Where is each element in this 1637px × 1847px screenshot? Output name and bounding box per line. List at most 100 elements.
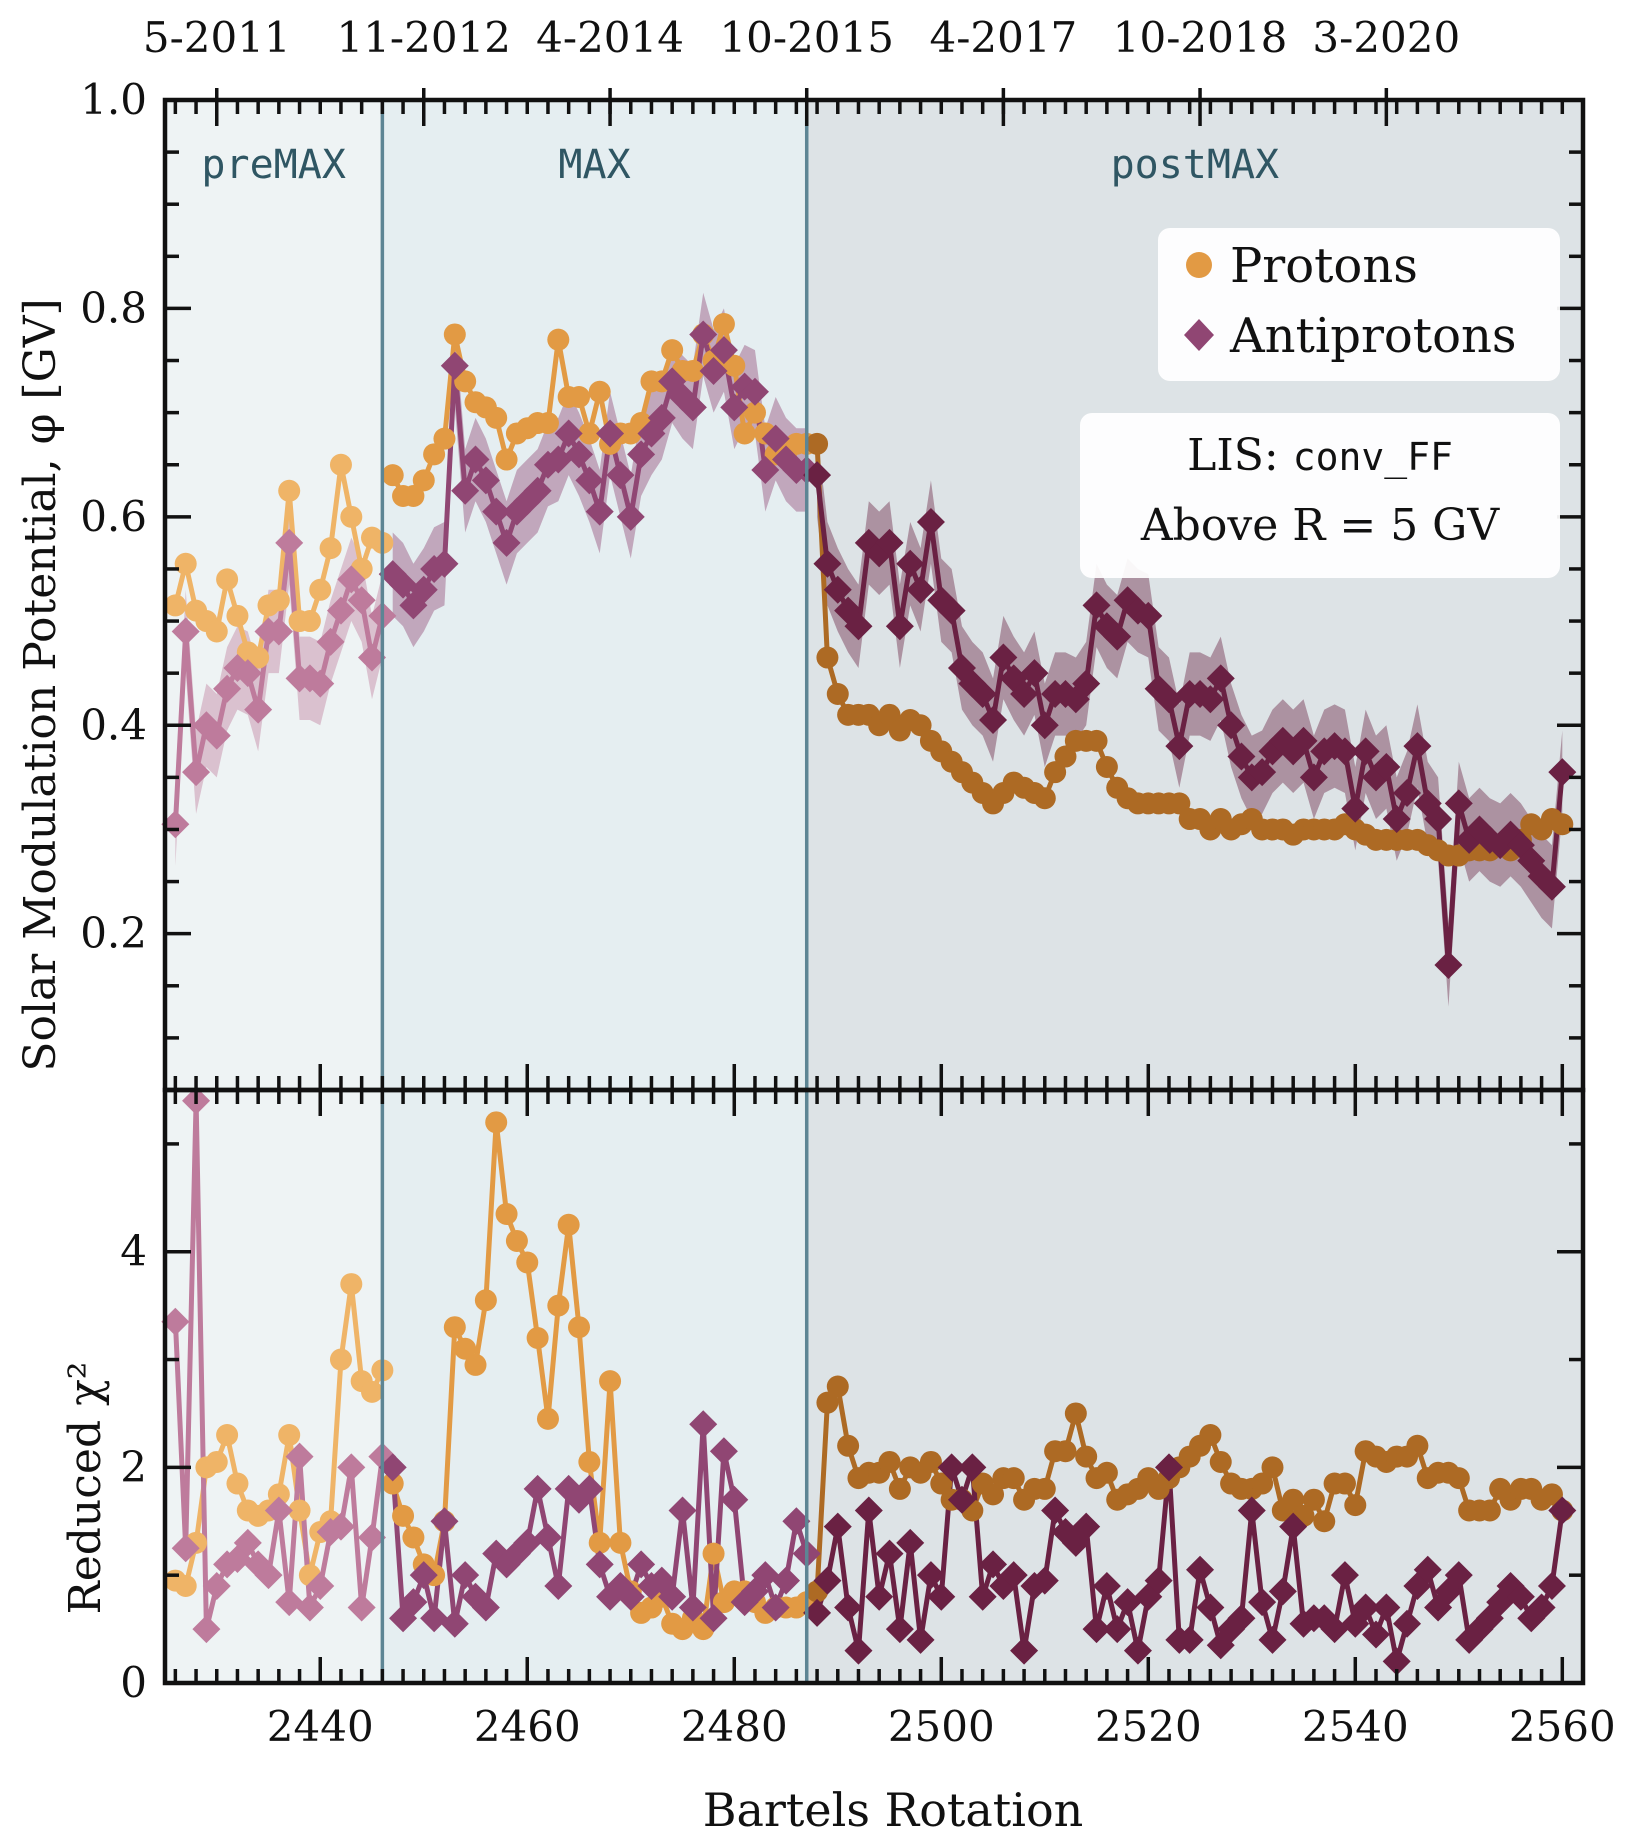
bottom-y-tick-label: 4: [120, 1227, 147, 1276]
antiproton-chi2-point: [451, 1561, 480, 1590]
antiproton-phi-point: [678, 393, 707, 422]
antiproton-phi-point: [213, 674, 242, 703]
antiproton-chi2-point: [699, 1604, 728, 1633]
proton-chi2-point: [267, 1483, 290, 1506]
antiproton-chi2-point: [544, 1571, 573, 1600]
antiproton-chi2-point: [844, 1636, 873, 1665]
proton-chi2-point: [536, 1407, 559, 1430]
antiproton-phi-point: [306, 669, 335, 698]
antiproton-phi-point: [275, 528, 304, 557]
bottom-x-tick-label: 2480: [681, 1702, 788, 1751]
antiproton-phi-point: [471, 466, 500, 495]
antiproton-chi2-point: [803, 1598, 832, 1627]
antiproton-chi2-point: [1506, 1582, 1535, 1611]
antiproton-chi2-point: [1537, 1571, 1566, 1600]
proton-chi2-point: [816, 1391, 839, 1414]
antiproton-chi2-point: [1175, 1625, 1204, 1654]
antiproton-phi-point: [1134, 601, 1163, 630]
antiproton-phi-point: [1227, 742, 1256, 771]
antiproton-chi2-point: [823, 1512, 852, 1541]
proton-phi-point: [1168, 792, 1191, 815]
antiproton-phi-point: [906, 575, 935, 604]
antiproton-chi2-point: [1154, 1453, 1183, 1482]
series-markers: [161, 313, 1577, 1676]
proton-chi2-point: [205, 1450, 228, 1473]
antiproton-chi2-point: [378, 1453, 407, 1482]
antiproton-chi2-point: [1268, 1577, 1297, 1606]
antiproton-chi2-point: [1372, 1593, 1401, 1622]
antiproton-phi-point: [430, 549, 459, 578]
proton-chi2-point: [495, 1202, 518, 1225]
x-axis-title: Bartels Rotation: [703, 1783, 1084, 1837]
legend-box: [1158, 228, 1560, 381]
proton-phi-point: [226, 604, 249, 627]
proton-phi-point: [412, 469, 435, 492]
antiproton-chi2-point: [1237, 1496, 1266, 1525]
proton-chi2-point: [1095, 1461, 1118, 1484]
proton-phi-point: [1095, 755, 1118, 778]
antiproton-chi2-point: [1041, 1496, 1070, 1525]
proton-chi2-point: [878, 1450, 901, 1473]
proton-chi2-point: [526, 1326, 549, 1349]
antiproton-chi2-point: [1330, 1561, 1359, 1590]
antiproton-chi2-point: [1527, 1593, 1556, 1622]
antiproton-uncertainty-bands: [175, 292, 1563, 1007]
proton-phi-point: [661, 339, 684, 362]
proton-phi-point: [278, 479, 301, 502]
proton-phi-point: [267, 589, 290, 612]
proton-phi-point: [1033, 787, 1056, 810]
antiproton-phi-point: [813, 549, 842, 578]
proton-chi2-point: [1333, 1472, 1356, 1495]
proton-phi-point: [1551, 813, 1574, 836]
proton-chi2-point: [361, 1380, 384, 1403]
antiproton-phi-point: [606, 461, 635, 490]
antiproton-chi2-point: [347, 1593, 376, 1622]
top-y-tick-label: 0.4: [80, 700, 147, 749]
antiproton-chi2-point: [1227, 1604, 1256, 1633]
proton-chi2-point: [392, 1504, 415, 1527]
antiproton-chi2-point: [979, 1550, 1008, 1579]
proton-phi-point: [495, 448, 518, 471]
antiproton-phi-point: [1299, 763, 1328, 792]
tick-labels: 0.2 0.4 0.6 0.8 1.0 0 2 4 2440 2460 2480 2500 2520 25…: [80, 13, 1616, 1751]
antiproton-chi2-point: [937, 1453, 966, 1482]
antiproton-chi2-point: [161, 1307, 190, 1336]
antiproton-phi-point: [1537, 872, 1566, 901]
antiproton-chi2-point: [1196, 1593, 1225, 1622]
top-date-tick-label: 11-2012: [336, 13, 511, 62]
antiproton-chi2-point: [533, 1523, 562, 1552]
proton-chi2-point: [1313, 1510, 1336, 1533]
antiproton-chi2-point: [1030, 1566, 1059, 1595]
antiproton-phi-point: [347, 586, 376, 615]
antiproton-phi-point: [182, 758, 211, 787]
proton-chi2-point: [1478, 1499, 1501, 1522]
proton-chi2-point: [474, 1289, 497, 1312]
top-date-tick-label: 4-2017: [929, 13, 1077, 62]
antiproton-chi2-point: [968, 1582, 997, 1611]
lis-annotation: LIS: conv_FF Above R = 5 GV: [1080, 413, 1560, 578]
antiproton-phi-point: [937, 596, 966, 625]
proton-phi-point: [1044, 761, 1067, 784]
antiproton-chi2-point: [999, 1561, 1028, 1590]
proton-phi-point: [247, 646, 270, 669]
antiproton-phi-point: [1434, 950, 1463, 979]
antiproton-phi-point: [1444, 789, 1473, 818]
proton-chi2-point: [1209, 1450, 1232, 1473]
antiproton-chi2-point: [1113, 1588, 1142, 1617]
antiproton-chi2-point: [430, 1507, 459, 1536]
antiproton-phi-point: [451, 476, 480, 505]
proton-chi2-point: [1002, 1467, 1025, 1490]
antiproton-phi-point: [875, 528, 904, 557]
bottom-x-tick-label: 2540: [1302, 1702, 1409, 1751]
proton-phi-point: [402, 485, 425, 507]
antiproton-chi2-point: [751, 1561, 780, 1590]
antiproton-phi-point: [202, 721, 231, 750]
proton-chi2-point: [402, 1526, 425, 1549]
antiproton-phi-point: [803, 461, 832, 490]
antiproton-phi-point: [171, 617, 200, 646]
antiproton-phi-point: [1341, 794, 1370, 823]
antiproton-chi2-point: [627, 1550, 656, 1579]
proton-phi-point: [1054, 745, 1077, 768]
proton-chi2-point: [826, 1375, 849, 1398]
antiproton-chi2-point: [709, 1437, 738, 1466]
